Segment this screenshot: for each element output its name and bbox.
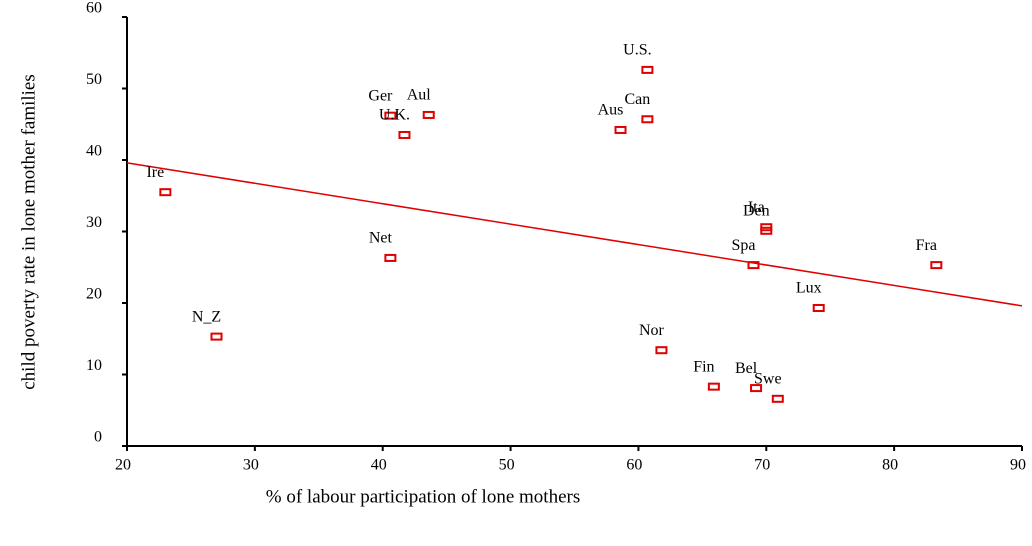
point	[641, 65, 654, 74]
point-label: N_Z	[192, 308, 221, 325]
x-axis-label: % of labour participation of lone mother…	[266, 486, 580, 507]
point	[812, 304, 825, 313]
point	[760, 226, 773, 235]
point	[655, 346, 668, 355]
point	[641, 115, 654, 124]
point-label: Spa	[732, 237, 756, 254]
point-label: Bel	[735, 360, 758, 377]
point-label: Can	[624, 91, 650, 108]
x-tick-label: 30	[243, 457, 259, 474]
point	[771, 394, 784, 403]
point	[384, 111, 397, 120]
y-tick-label: 20	[86, 286, 102, 303]
point-label: Ire	[146, 164, 164, 181]
point	[930, 261, 943, 270]
y-tick-label: 40	[86, 143, 102, 160]
point	[750, 384, 763, 393]
point-label: Net	[369, 230, 393, 247]
x-tick-label: 60	[626, 457, 642, 474]
point	[384, 253, 397, 262]
point-label: Fin	[693, 358, 714, 375]
point-label: Lux	[796, 280, 822, 297]
point	[747, 261, 760, 270]
point-label: Swe	[754, 370, 782, 387]
point	[422, 110, 435, 119]
point	[398, 130, 411, 139]
x-tick-label: 40	[371, 457, 387, 474]
point-label: Aus	[598, 102, 624, 119]
point-label: Ger	[368, 87, 393, 104]
x-tick-label: 70	[754, 457, 770, 474]
point-label: Nor	[639, 322, 665, 339]
x-tick-label: 80	[882, 457, 898, 474]
point	[707, 382, 720, 391]
point-label: U.S.	[623, 42, 651, 59]
point	[614, 125, 627, 134]
x-tick-label: 20	[115, 457, 131, 474]
y-axis-label: child poverty rate in lone mother famili…	[18, 74, 39, 390]
point-label: U.K.	[379, 107, 410, 124]
x-tick-label: 90	[1010, 457, 1026, 474]
y-tick-label: 10	[86, 357, 102, 374]
point-label: Den	[743, 202, 770, 219]
y-tick-label: 30	[86, 214, 102, 231]
y-tick-label: 50	[86, 71, 102, 88]
point	[159, 188, 172, 197]
x-tick-label: 50	[499, 457, 515, 474]
trend-line	[126, 162, 1023, 307]
point-label: Aul	[407, 87, 432, 104]
point-label: Ita	[748, 199, 765, 216]
y-tick-label: 60	[86, 0, 102, 17]
point	[210, 332, 223, 341]
point-label: Fra	[916, 237, 937, 254]
y-tick-label: 0	[94, 429, 102, 446]
